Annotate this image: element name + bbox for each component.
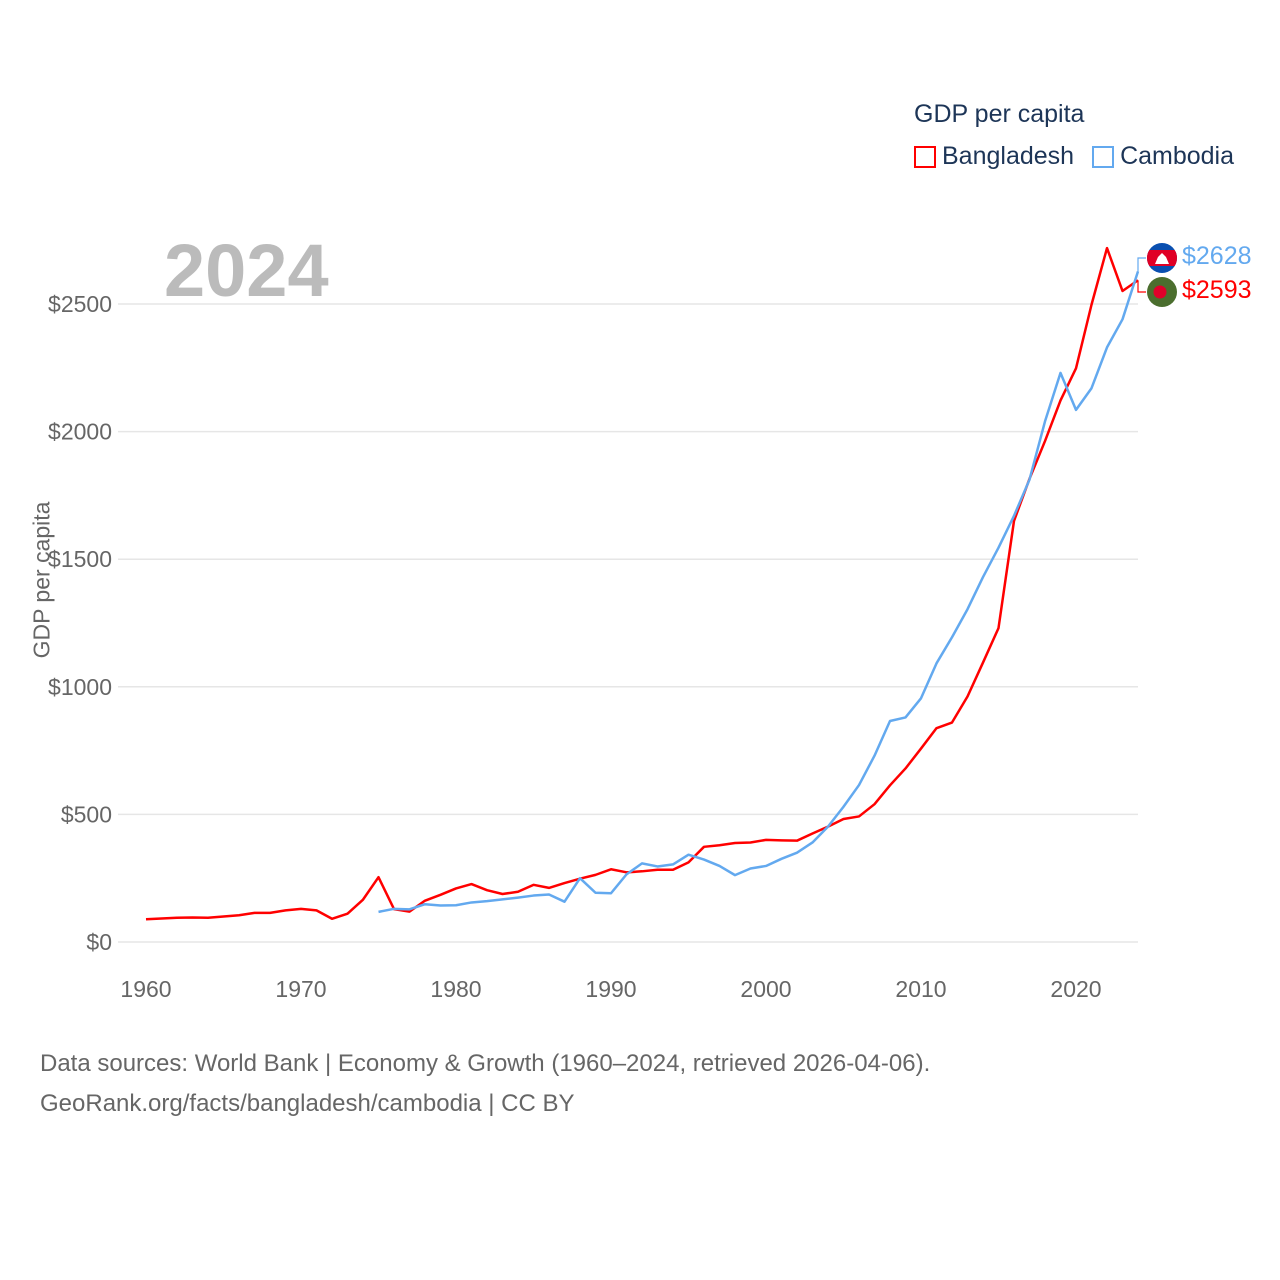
y-tick-label: $2000 [48, 419, 112, 445]
footer-source: Data sources: World Bank | Economy & Gro… [40, 1050, 931, 1077]
footer-link[interactable]: GeoRank.org/facts/bangladesh/cambodia | … [40, 1090, 575, 1117]
x-tick-label: 2000 [740, 976, 791, 1002]
year-label: 2024 [164, 229, 329, 312]
x-tick-label: 1970 [275, 976, 326, 1002]
series-line-bangladesh [145, 246, 1139, 921]
x-tick-label: 1960 [120, 976, 171, 1002]
connector-cambodia [1137, 257, 1146, 272]
x-tick-label: 2020 [1050, 976, 1101, 1002]
legend-title: GDP per capita [914, 100, 1085, 128]
series-line-cambodia [378, 270, 1140, 914]
y-tick-label: $1500 [48, 546, 112, 572]
x-tick-label: 1990 [585, 976, 636, 1002]
footer: Data sources: World Bank | Economy & Gro… [40, 1044, 930, 1124]
y-tick-label: $500 [61, 801, 112, 827]
legend-label: Cambodia [1120, 142, 1235, 170]
end-label-cambodia: $2628 [1182, 242, 1252, 270]
legend-swatch-cambodia [1092, 145, 1115, 168]
legend: Bangladesh Cambodia [914, 142, 1234, 171]
end-label-bangladesh: $2593 [1182, 276, 1252, 304]
x-tick-label: 1980 [430, 976, 481, 1002]
y-tick-label: $2500 [48, 291, 112, 317]
legend-swatch-bangladesh [914, 145, 936, 168]
y-axis-label: GDP per capita [28, 501, 55, 659]
angkor-wat-icon [1155, 253, 1169, 264]
y-tick-label: $1000 [48, 674, 112, 700]
connector-bangladesh [1137, 280, 1146, 293]
x-tick-label: 2010 [895, 976, 946, 1002]
flag-disc [1153, 285, 1167, 299]
legend-label: Bangladesh [942, 142, 1075, 170]
legend-item-cambodia[interactable]: Cambodia [1092, 142, 1234, 171]
legend-item-bangladesh[interactable]: Bangladesh [914, 142, 1074, 171]
y-tick-label: $0 [86, 929, 112, 955]
